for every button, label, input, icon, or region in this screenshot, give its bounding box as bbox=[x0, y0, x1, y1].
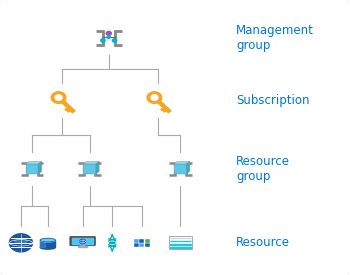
Polygon shape bbox=[68, 110, 70, 112]
Polygon shape bbox=[80, 245, 85, 247]
Polygon shape bbox=[40, 240, 55, 247]
Polygon shape bbox=[26, 164, 38, 174]
Circle shape bbox=[113, 242, 115, 244]
Polygon shape bbox=[169, 236, 192, 249]
Polygon shape bbox=[40, 240, 45, 247]
Polygon shape bbox=[139, 239, 145, 243]
Polygon shape bbox=[161, 108, 164, 111]
Polygon shape bbox=[170, 244, 191, 245]
Text: Subscription: Subscription bbox=[236, 94, 309, 107]
Polygon shape bbox=[174, 164, 187, 174]
Text: Resource: Resource bbox=[236, 236, 290, 249]
Polygon shape bbox=[83, 161, 99, 164]
Polygon shape bbox=[83, 164, 96, 174]
Polygon shape bbox=[147, 92, 162, 103]
Polygon shape bbox=[134, 243, 139, 247]
Polygon shape bbox=[78, 246, 87, 247]
Polygon shape bbox=[9, 234, 33, 252]
Circle shape bbox=[101, 39, 105, 42]
Polygon shape bbox=[174, 161, 190, 164]
Polygon shape bbox=[15, 239, 27, 243]
Polygon shape bbox=[145, 239, 150, 243]
Polygon shape bbox=[65, 108, 69, 111]
Polygon shape bbox=[139, 243, 145, 247]
Circle shape bbox=[111, 242, 113, 244]
Polygon shape bbox=[72, 238, 93, 244]
Polygon shape bbox=[151, 95, 158, 100]
Text: Management
group: Management group bbox=[236, 24, 314, 52]
Circle shape bbox=[107, 36, 110, 38]
Polygon shape bbox=[145, 243, 150, 247]
Circle shape bbox=[110, 242, 111, 244]
Polygon shape bbox=[96, 161, 99, 174]
Circle shape bbox=[112, 39, 117, 42]
Text: Resource
group: Resource group bbox=[236, 155, 290, 183]
Polygon shape bbox=[40, 246, 55, 249]
Polygon shape bbox=[157, 100, 171, 113]
Polygon shape bbox=[38, 161, 42, 174]
Polygon shape bbox=[163, 110, 166, 112]
Polygon shape bbox=[187, 161, 190, 174]
Polygon shape bbox=[51, 92, 66, 103]
Polygon shape bbox=[134, 239, 139, 243]
FancyBboxPatch shape bbox=[70, 236, 96, 246]
Polygon shape bbox=[80, 239, 85, 244]
Polygon shape bbox=[55, 95, 62, 100]
Polygon shape bbox=[26, 161, 42, 164]
Circle shape bbox=[106, 31, 111, 35]
Polygon shape bbox=[40, 238, 55, 242]
Polygon shape bbox=[61, 100, 75, 113]
